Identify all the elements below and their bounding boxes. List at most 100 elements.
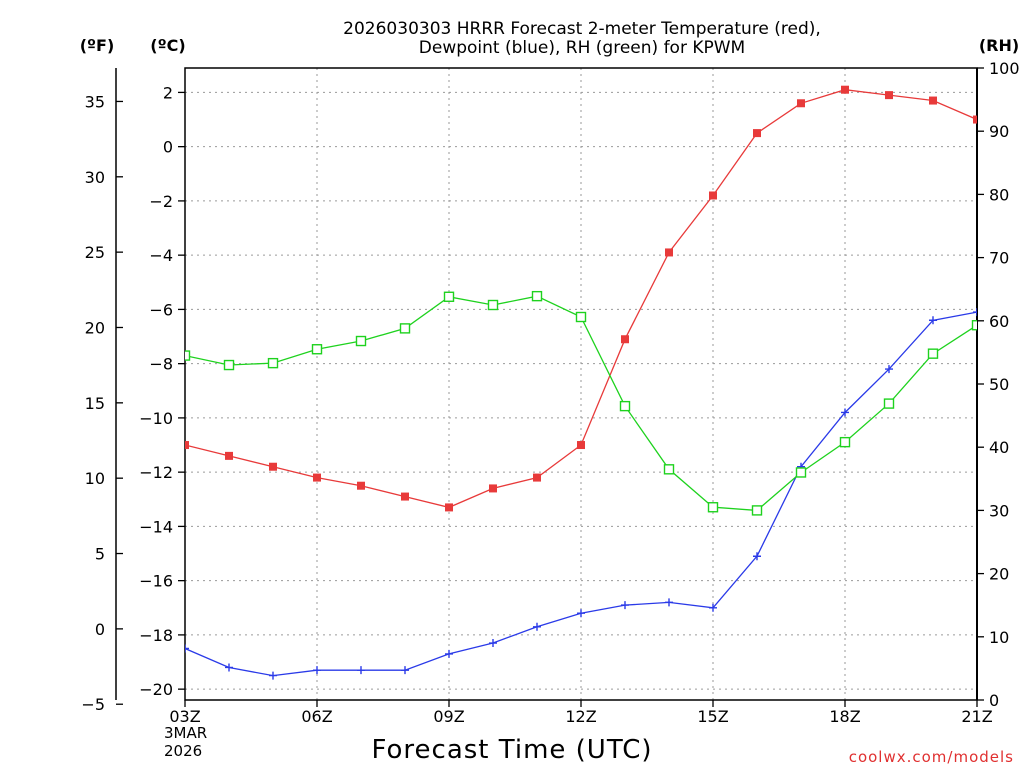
rh-tick-label: 50 xyxy=(989,375,1009,394)
rh-point xyxy=(663,464,675,475)
temperature-point xyxy=(665,248,673,257)
dewpoint-point xyxy=(225,663,233,672)
dewpoint-point xyxy=(621,601,629,610)
rh-point xyxy=(223,359,235,371)
gridlines xyxy=(184,68,978,700)
dewpoint-point xyxy=(841,408,849,417)
dewpoint-point xyxy=(709,603,717,612)
chart-title-line1: 2026030303 HRRR Forecast 2-meter Tempera… xyxy=(343,19,821,39)
celsius-tick-label: −16 xyxy=(139,572,173,591)
fahrenheit-tick-label: 0 xyxy=(95,620,105,639)
celsius-tick-label: 2 xyxy=(163,83,173,102)
fahrenheit-tick-label: 10 xyxy=(85,469,105,488)
rh-point xyxy=(971,320,977,331)
rh-point xyxy=(839,436,851,448)
temperature-point xyxy=(401,492,409,501)
dewpoint-point xyxy=(357,666,365,675)
date-label-month: 3MAR xyxy=(164,724,207,742)
temperature-point xyxy=(753,129,761,138)
x-tick-label: 21Z xyxy=(961,707,992,726)
rh-point xyxy=(311,344,323,355)
rh-tick-label: 100 xyxy=(989,59,1020,78)
temperature-point xyxy=(841,85,849,94)
rh-point xyxy=(795,467,807,478)
temperature-point xyxy=(357,481,365,490)
celsius-tick-label: −18 xyxy=(139,626,173,645)
dewpoint-point xyxy=(313,666,321,675)
temperature-point xyxy=(489,484,497,493)
temperature-point xyxy=(885,91,893,100)
celsius-tick-label: −6 xyxy=(149,300,173,319)
dewpoint-point xyxy=(973,308,977,317)
rh-tick-label: 10 xyxy=(989,628,1009,647)
rh-point xyxy=(443,291,455,302)
rh-point xyxy=(619,400,631,412)
celsius-unit-label: (ºC) xyxy=(150,36,185,55)
rh-series xyxy=(185,290,977,516)
rh-tick-label: 90 xyxy=(989,122,1009,141)
celsius-tick-label: −14 xyxy=(139,517,173,536)
temperature-point xyxy=(269,462,277,471)
dewpoint-point xyxy=(489,639,497,648)
rh-unit-label: (RH) xyxy=(979,36,1019,55)
temperature-point xyxy=(621,335,629,344)
dewpoint-point xyxy=(753,552,761,561)
data-series xyxy=(185,85,977,680)
rh-point xyxy=(185,350,191,361)
rh-tick-label: 40 xyxy=(989,438,1009,457)
rh-point xyxy=(751,505,763,516)
temperature-point xyxy=(577,441,585,450)
temperature-point xyxy=(445,503,453,512)
axes xyxy=(115,67,978,701)
fahrenheit-tick-label: 15 xyxy=(85,394,105,413)
rh-point xyxy=(399,323,411,334)
rh-tick-label: 20 xyxy=(989,565,1009,584)
fahrenheit-tick-label: −5 xyxy=(81,695,105,714)
rh-point xyxy=(355,335,367,347)
x-tick-label: 12Z xyxy=(565,707,596,726)
fahrenheit-tick-label: 20 xyxy=(85,318,105,337)
x-axis-title: Forecast Time (UTC) xyxy=(371,735,652,765)
temperature-point xyxy=(533,473,541,482)
credit-label: coolwx.com/models xyxy=(849,748,1014,766)
celsius-tick-label: −8 xyxy=(149,355,173,374)
fahrenheit-unit-label: (ºF) xyxy=(80,36,115,55)
dewpoint-point xyxy=(665,598,673,607)
celsius-tick-label: −2 xyxy=(149,192,173,211)
rh-tick-label: 0 xyxy=(989,691,999,710)
dewpoint-point xyxy=(401,666,409,675)
x-tick-label: 09Z xyxy=(433,707,464,726)
temperature-series xyxy=(185,85,977,512)
rh-tick-label: 30 xyxy=(989,501,1009,520)
date-label-year: 2026 xyxy=(164,742,202,760)
rh-tick-label: 60 xyxy=(989,312,1009,331)
x-tick-label: 15Z xyxy=(697,707,728,726)
plot-frame xyxy=(184,67,978,701)
temperature-point xyxy=(709,191,717,200)
dewpoint-series xyxy=(185,308,977,680)
dewpoint-point xyxy=(577,609,585,618)
celsius-tick-label: −4 xyxy=(149,246,173,265)
temperature-point xyxy=(973,115,977,124)
rh-tick-label: 80 xyxy=(989,185,1009,204)
temperature-point xyxy=(929,96,937,105)
rh-point xyxy=(707,502,719,513)
fahrenheit-tick-label: 30 xyxy=(85,168,105,187)
dewpoint-point xyxy=(445,649,453,658)
chart-title-line2: Dewpoint (blue), RH (green) for KPWM xyxy=(419,38,745,58)
temperature-point xyxy=(185,441,189,450)
fahrenheit-tick-label: 5 xyxy=(95,545,105,564)
temperature-point xyxy=(313,473,321,482)
rh-point xyxy=(267,357,279,369)
temperature-point xyxy=(225,451,233,460)
rh-point xyxy=(927,348,939,359)
x-tick-label: 06Z xyxy=(301,707,332,726)
celsius-tick-label: 0 xyxy=(163,138,173,157)
fahrenheit-tick-label: 25 xyxy=(85,243,105,262)
x-tick-label: 18Z xyxy=(829,707,860,726)
rh-tick-label: 70 xyxy=(989,249,1009,268)
fahrenheit-tick-label: 35 xyxy=(85,92,105,111)
dewpoint-point xyxy=(885,365,893,374)
axis-ticks: 03Z 06Z 09Z 12Z 15Z 18Z 21Z20−2−4−6−8−10−12−14… xyxy=(81,59,1019,726)
